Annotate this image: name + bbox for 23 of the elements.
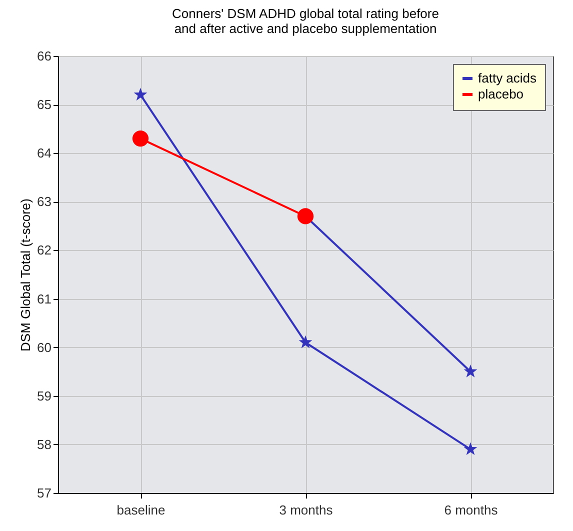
x-tick-label: 3 months	[279, 502, 334, 518]
legend-label: fatty acids	[478, 70, 538, 86]
y-tick-label: 66	[37, 48, 52, 64]
legend-label: placebo	[478, 86, 524, 102]
y-tick-label: 64	[37, 146, 52, 161]
y-tick-label: 58	[37, 436, 52, 452]
point	[464, 364, 478, 378]
point	[298, 335, 312, 348]
y-tick-label: 62	[37, 242, 52, 258]
y-tick-label: 65	[37, 97, 52, 112]
x-tick-label: 6 months	[444, 502, 498, 518]
point	[297, 208, 314, 224]
chart-title: Conners' DSM ADHD global total rating before and after active and placebo supplementation	[172, 6, 439, 36]
y-tick-label: 61	[37, 291, 52, 306]
y-tick-label: 63	[37, 194, 52, 210]
x-tick-label: baseline	[116, 502, 166, 518]
y-axis-title: DSM Global Total (t-score)	[18, 198, 34, 352]
point	[132, 130, 149, 147]
y-tick-label: 60	[37, 340, 52, 355]
y-tick-label: 59	[37, 388, 52, 404]
y-tick-label: 57	[37, 486, 52, 500]
point	[134, 88, 148, 101]
point	[464, 442, 478, 456]
